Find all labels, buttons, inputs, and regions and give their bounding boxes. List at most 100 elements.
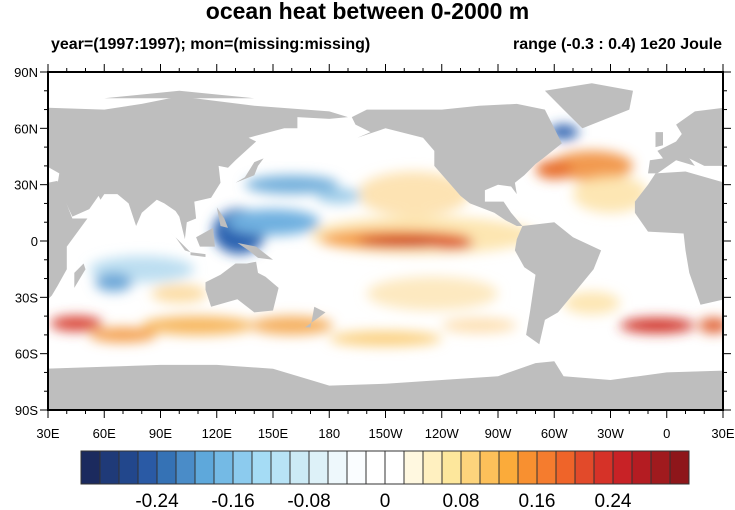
anomaly-field [49,124,723,347]
lon-tick-label: 60W [541,426,568,441]
anomaly-blob [357,171,470,217]
lat-tick-label: 60S [15,347,38,362]
colorbar-box [631,450,652,485]
lon-tick-label: 90W [485,426,512,441]
colorbar-box [232,450,253,485]
colorbar-label: -0.24 [135,491,179,510]
colorbar-box [365,450,386,485]
colorbar-box [270,450,291,485]
colorbar-box [460,450,481,485]
colorbar-box [612,450,633,485]
lat-tick-label: 30S [15,290,38,305]
colorbar-box [403,450,424,485]
colorbar: -0.24 -0.16 -0.08 0 0.08 0.16 0.24 [80,450,690,510]
lon-tick-label: 30W [597,426,624,441]
colorbar-box [574,450,595,485]
anomaly-blob [89,327,157,343]
subtitle-value-range: range (-0.3 : 0.4) 1e20 Joule [513,36,722,53]
land-madagascar [74,263,86,288]
colorbar-box [498,450,519,485]
colorbar-label: -0.08 [287,491,330,510]
anomaly-blob [563,291,620,315]
colorbar-box [289,450,310,485]
colorbar-box [669,450,690,485]
lon-tick-label: 30E [36,426,59,441]
colorbar-label: -0.16 [211,491,254,510]
anomaly-blob [619,317,695,334]
land-africa-east [48,180,88,300]
anomaly-blob [535,160,573,180]
colorbar-box [99,450,120,485]
anomaly-blob [366,276,498,311]
anomaly-blob [428,237,474,249]
anomaly-blob [244,175,339,195]
land-java [190,252,206,257]
land-japan [235,158,264,183]
colorbar-box [384,450,405,485]
land-britain [655,132,663,148]
land-borneo [196,227,215,247]
colorbar-box [308,450,329,485]
lon-tick-label: 180 [318,426,340,441]
land-siberia-north [104,90,255,99]
colorbar-box [80,450,101,485]
subtitle-time-range: year=(1997:1997); mon=(missing:missing) [51,36,371,53]
lon-tick-label: 150W [369,426,404,441]
anomaly-blob [226,209,320,236]
lon-tick-label: 120E [202,426,233,441]
lat-tick-label: 90S [15,403,38,418]
land-new-zealand [304,306,326,328]
colorbar-box [536,450,557,485]
land-africa-west [634,171,723,305]
colorbar-box [175,450,196,485]
land-masses [48,83,723,410]
anomaly-blob [698,317,723,334]
land-antarctica [48,361,723,410]
colorbar-box [118,450,139,485]
colorbar-label: 0.08 [443,491,480,510]
colorbar-box [650,450,671,485]
anomaly-blob [441,317,517,334]
axis-ticks [40,64,731,418]
colorbar-label: 0 [380,491,391,510]
land-europe [648,107,723,174]
lon-tick-label: 0 [663,426,670,441]
colorbar-box [251,450,272,485]
lat-tick-label: 90N [14,65,38,80]
colorbar-box [593,450,614,485]
colorbar-box [327,450,348,485]
land-greenland [544,83,633,129]
colorbar-box [479,450,500,485]
colorbar-box [137,450,158,485]
anomaly-blob [49,316,103,332]
land-australia [205,261,279,313]
plot-title: ocean heat between 0-2000 m [205,0,530,24]
lon-tick-label: 150E [258,426,289,441]
colorbar-box [194,450,215,485]
land-sumatra [169,231,191,253]
colorbar-box [422,450,443,485]
lon-tick-label: 120W [425,426,460,441]
colorbar-box [517,450,538,485]
anomaly-blob [151,284,208,303]
lat-tick-label: 0 [31,234,38,249]
lat-tick-label: 30N [14,178,38,193]
lon-tick-label: 30E [711,426,734,441]
colorbar-box [156,450,177,485]
land-philippines [216,207,228,228]
anomaly-blob [329,331,442,347]
colorbar-box [213,450,234,485]
colorbar-label: 0.24 [595,491,632,510]
anomaly-blob [94,272,133,292]
lon-tick-label: 60E [93,426,116,441]
lat-tick-label: 60N [14,121,38,136]
colorbar-box [555,450,576,485]
colorbar-box [441,450,462,485]
lon-tick-label: 90E [149,426,172,441]
anomaly-blob [316,188,362,204]
anomaly-blob [250,316,333,335]
land-asia [48,96,348,240]
anomaly-blob [573,175,648,213]
land-new-guinea [237,242,273,260]
